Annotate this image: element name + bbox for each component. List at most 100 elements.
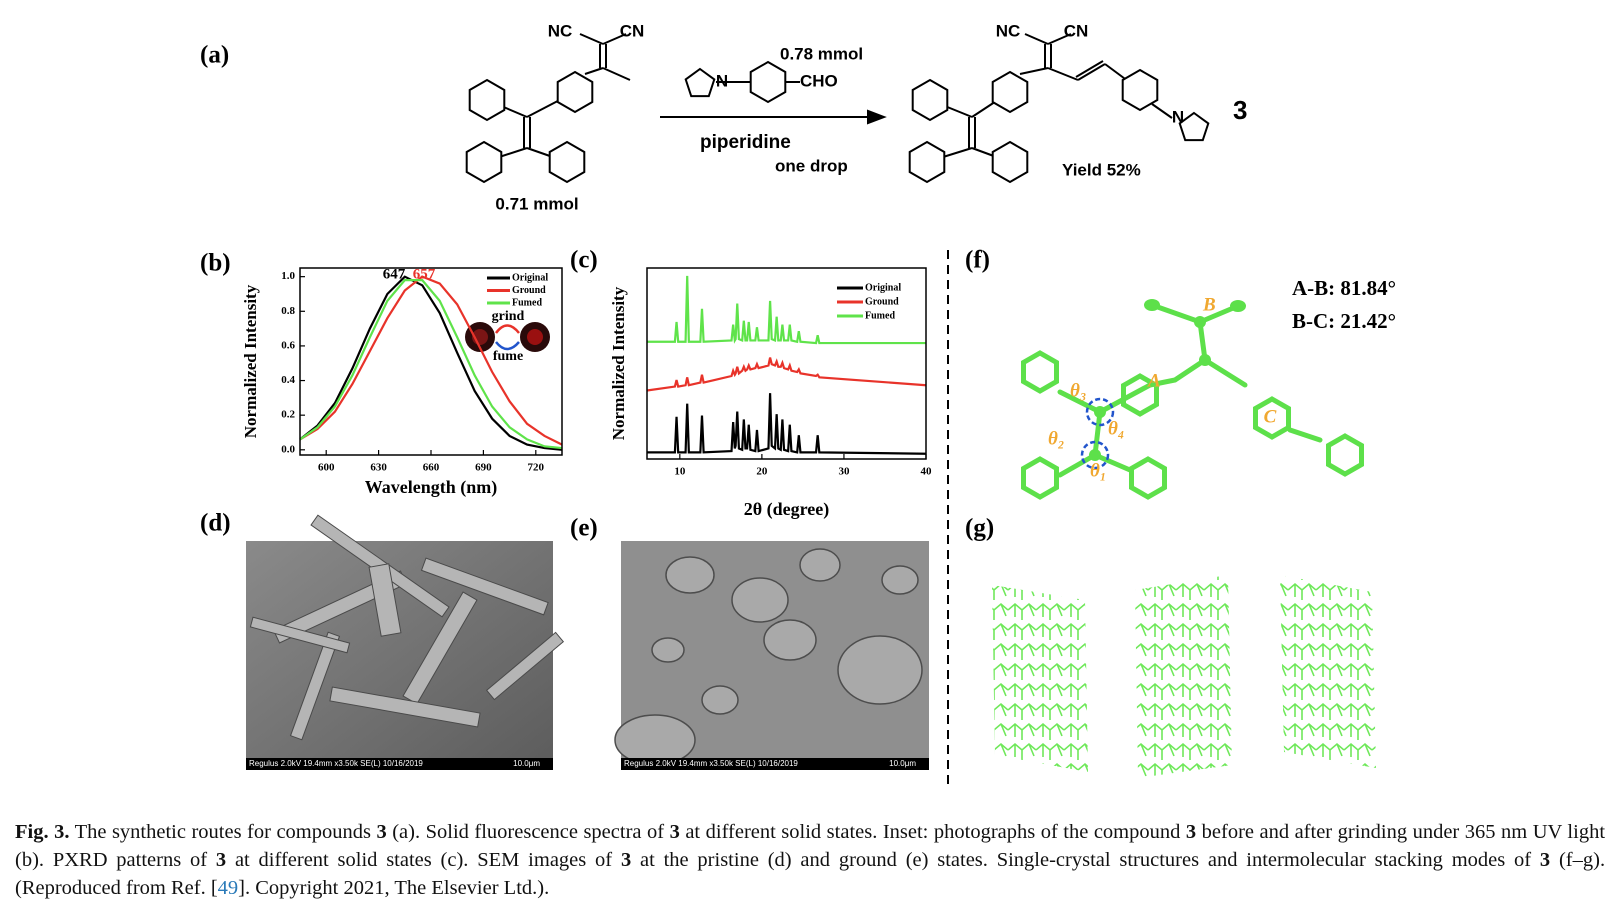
ring <box>991 141 1029 183</box>
particle <box>763 619 817 661</box>
catalyst-amount: one drop <box>775 156 848 175</box>
torsion-mark <box>1085 397 1115 427</box>
x-tick-label: 10 <box>674 466 686 478</box>
rod <box>402 591 478 705</box>
series-line <box>299 279 563 450</box>
particle <box>614 714 696 766</box>
atom <box>1230 300 1246 312</box>
rod <box>368 563 402 637</box>
x-tick-label: 600 <box>318 462 335 474</box>
atom <box>1194 316 1206 328</box>
x-tick-label: 660 <box>423 462 440 474</box>
particle <box>799 548 841 582</box>
group-label: CN <box>1064 21 1089 40</box>
y-tick-label: 1.0 <box>281 270 295 282</box>
ring <box>991 71 1029 113</box>
bonds <box>926 33 1173 163</box>
caption-text: at different solid states. Inset: photog… <box>685 821 1181 843</box>
atom <box>1144 299 1160 311</box>
group-label: CHO <box>800 71 838 90</box>
bonds <box>483 33 631 163</box>
ring <box>1121 69 1159 111</box>
x-tick-label: 720 <box>528 462 545 474</box>
torsion-label: θ₂ <box>1048 428 1065 449</box>
torsion-label: θ₃ <box>1070 380 1087 401</box>
compound-ref: 3 <box>376 821 387 843</box>
ring <box>1132 459 1165 497</box>
sem-info: Regulus 2.0kV 19.4mm x3.50k SE(L) 10/16/… <box>624 759 798 768</box>
ring <box>1329 436 1362 474</box>
inset-arrow <box>494 324 520 334</box>
caption-text: The synthetic routes for compounds <box>74 821 371 843</box>
ring <box>556 71 594 113</box>
x-tick-label: 20 <box>756 466 768 478</box>
x-tick-label: 40 <box>921 466 933 478</box>
amount: 0.71 mmol <box>495 194 578 213</box>
ring <box>468 79 506 121</box>
caption-text: ]. Copyright 2021, The Elsevier Ltd.). <box>238 877 550 899</box>
compound-ref: 3 <box>1539 849 1551 871</box>
series-line <box>646 357 927 392</box>
stack-column <box>1280 575 1376 768</box>
panel-label: (a) <box>200 42 229 69</box>
atom <box>1199 354 1211 366</box>
ring <box>1024 459 1057 497</box>
atom <box>1094 406 1106 418</box>
particles <box>614 548 923 766</box>
y-tick-label: 0.8 <box>281 305 295 317</box>
stack-column <box>1135 575 1232 778</box>
panel-label: (f) <box>965 247 990 274</box>
rod <box>485 631 565 701</box>
ring <box>908 141 946 183</box>
plot-frame <box>646 267 927 460</box>
particle <box>881 565 919 595</box>
sem-info: Regulus 2.0kV 19.4mm x3.50k SE(L) 10/16/… <box>249 759 423 768</box>
ring <box>911 79 949 121</box>
y-tick-label: 0.4 <box>281 374 295 386</box>
atom <box>1089 449 1101 461</box>
inset-arrow <box>495 341 520 351</box>
legend-label: Fumed <box>512 297 542 308</box>
crystal-rods <box>249 514 565 741</box>
panel-label: (g) <box>965 515 994 542</box>
group-label: NC <box>548 21 573 40</box>
particle <box>651 637 685 663</box>
amount: 0.78 mmol <box>780 44 863 63</box>
stacking: (g) <box>965 515 1376 778</box>
rod <box>420 557 549 616</box>
particle <box>731 577 789 623</box>
y-axis-label: Normalized Intensity <box>241 284 260 438</box>
caption-text: at different solid states (c). SEM image… <box>234 849 613 871</box>
caption-text: (a). Solid fluorescence spectra of <box>392 821 665 843</box>
ring <box>684 68 716 98</box>
angle-label: A-B: 81.84° <box>1292 276 1396 300</box>
legend-label: Fumed <box>865 310 895 321</box>
inset-glow <box>527 329 543 345</box>
caption-text: before and after grinding under 365 nm U… <box>15 821 1606 871</box>
y-axis-label: Normalized Intensity <box>609 286 628 440</box>
caption-label: Fig. 3. <box>15 821 70 843</box>
compound-ref: 3 <box>215 849 227 871</box>
catalyst: piperidine <box>700 132 791 153</box>
sem-scale: 10.0μm <box>889 759 916 768</box>
peak-label: 647 <box>383 266 406 282</box>
series-line <box>299 275 563 451</box>
x-axis-label: Wavelength (nm) <box>365 477 498 498</box>
ring-label: A <box>1147 370 1161 391</box>
atoms <box>1089 299 1246 461</box>
legend-label: Ground <box>865 296 899 307</box>
x-tick-label: 30 <box>838 466 850 478</box>
particle <box>837 635 923 705</box>
ring-label: C <box>1264 406 1277 427</box>
inset-label: fume <box>493 349 523 364</box>
ring-label: B <box>1202 294 1216 315</box>
reference-link[interactable]: 49 <box>217 877 239 899</box>
torsion-label: θ₄ <box>1108 418 1125 439</box>
sem-info-bar <box>621 758 929 770</box>
x-axis-label: 2θ (degree) <box>744 499 830 520</box>
sem-info-bar <box>246 758 553 770</box>
sem-scale: 10.0μm <box>513 759 540 768</box>
caption: Fig. 3. The synthetic routes for compoun… <box>15 818 1605 902</box>
